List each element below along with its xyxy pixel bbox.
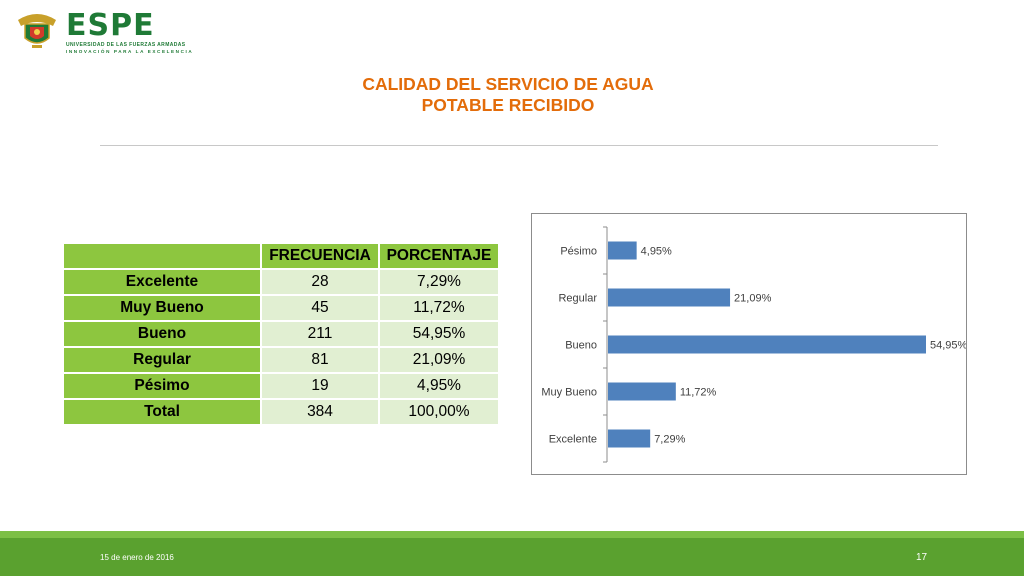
row-porcentaje: 7,29% (380, 270, 498, 294)
row-label: Total (64, 400, 260, 424)
chart-data-label: 7,29% (654, 434, 685, 446)
bar-chart: Pésimo 4,95% Regular 21,09% Bueno 54,95% Muy B… (531, 213, 967, 475)
logo-subtitle: UNIVERSIDAD DE LAS FUERZAS ARMADAS (66, 42, 186, 48)
row-porcentaje: 4,95% (380, 374, 498, 398)
chart-bar (608, 429, 651, 448)
table-header-porcentaje: PORCENTAJE (380, 244, 498, 268)
row-frecuencia: 384 (262, 400, 378, 424)
footer-bar: 15 de enero de 2016 17 (0, 531, 1024, 576)
chart-data-label: 11,72% (680, 387, 717, 399)
chart-category-label: Bueno (565, 340, 597, 352)
footer-date: 15 de enero de 2016 (100, 553, 174, 562)
row-porcentaje: 100,00% (380, 400, 498, 424)
chart-category-label: Regular (558, 293, 597, 305)
table-header-empty (64, 244, 260, 268)
table-header-frecuencia: FRECUENCIA (262, 244, 378, 268)
bar-chart-svg: Pésimo 4,95% Regular 21,09% Bueno 54,95% Muy B… (541, 226, 966, 463)
table-row: Excelente 28 7,29% (64, 270, 498, 294)
title-line-1: CALIDAD DEL SERVICIO DE AGUA (362, 74, 654, 94)
title-line-2: POTABLE RECIBIDO (421, 95, 595, 115)
row-frecuencia: 28 (262, 270, 378, 294)
table-row: Regular 81 21,09% (64, 348, 498, 372)
university-emblem-icon (18, 14, 56, 48)
row-label: Pésimo (64, 374, 260, 398)
chart-data-label: 4,95% (641, 246, 672, 258)
frequency-table: FRECUENCIA PORCENTAJE Excelente 28 7,29%… (62, 242, 500, 426)
chart-category-label: Pésimo (560, 246, 597, 258)
row-porcentaje: 21,09% (380, 348, 498, 372)
table-header-row: FRECUENCIA PORCENTAJE (64, 244, 498, 268)
chart-data-label: 21,09% (734, 293, 772, 305)
table-row: Pésimo 19 4,95% (64, 374, 498, 398)
row-label: Muy Bueno (64, 296, 260, 320)
table-row: Bueno 211 54,95% (64, 322, 498, 346)
chart-category-label: Muy Bueno (541, 387, 597, 399)
title-divider (100, 145, 938, 146)
chart-data-label: 54,95% (930, 340, 966, 352)
chart-bar (608, 382, 676, 401)
logo-tagline: INNOVACIÓN PARA LA EXCELENCIA (66, 49, 194, 54)
row-frecuencia: 81 (262, 348, 378, 372)
row-label: Bueno (64, 322, 260, 346)
table-total-row: Total 384 100,00% (64, 400, 498, 424)
slide-title: CALIDAD DEL SERVICIO DE AGUA POTABLE REC… (250, 74, 766, 116)
chart-bar (608, 288, 731, 307)
chart-category-label: Excelente (549, 434, 597, 446)
row-label: Regular (64, 348, 260, 372)
chart-bar (608, 241, 637, 260)
espe-logo: ESPE UNIVERSIDAD DE LAS FUERZAS ARMADAS … (12, 10, 197, 54)
footer-accent-strip (0, 531, 1024, 538)
row-frecuencia: 19 (262, 374, 378, 398)
row-porcentaje: 11,72% (380, 296, 498, 320)
table-row: Muy Bueno 45 11,72% (64, 296, 498, 320)
page-number: 17 (916, 552, 928, 563)
row-frecuencia: 211 (262, 322, 378, 346)
chart-bar (608, 335, 926, 354)
row-porcentaje: 54,95% (380, 322, 498, 346)
row-frecuencia: 45 (262, 296, 378, 320)
logo-wordmark: ESPE (66, 8, 155, 43)
row-label: Excelente (64, 270, 260, 294)
